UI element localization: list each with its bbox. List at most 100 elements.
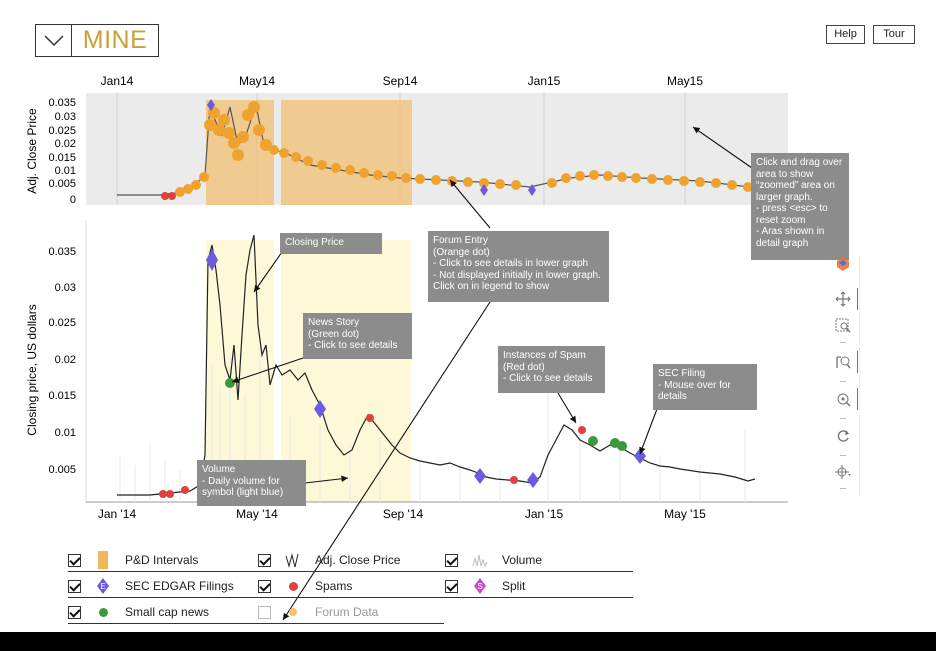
help-button[interactable]: Help [826, 25, 865, 44]
overview-spam-dot [168, 192, 176, 200]
sec-filings-checkbox[interactable] [68, 579, 81, 593]
main-xtick: Sep '14 [383, 507, 424, 521]
sec-filings-label: SEC EDGAR Filings [125, 579, 234, 593]
legend-item-sec-filings[interactable]: E SEC EDGAR Filings [68, 577, 234, 595]
overview-ytick: 0.035 [48, 97, 76, 109]
overview-sec-diamond [207, 99, 215, 111]
toolbar-separator [840, 418, 846, 419]
main-ytick: 0.035 [48, 246, 76, 258]
legend-item-pd-intervals[interactable]: P&D Intervals [68, 551, 198, 569]
main-spam-dot[interactable] [366, 414, 374, 422]
crosshair-icon[interactable] [834, 463, 852, 481]
legend: P&D Intervals Adj. Close Price Volume E … [68, 547, 638, 627]
main-x-ticks: Jan '14 May '14 Sep '14 Jan '15 May '15 [98, 507, 706, 521]
main-spam-dot[interactable] [181, 486, 189, 494]
adj-close-label: Adj. Close Price [315, 553, 401, 567]
main-sec-diamond[interactable] [206, 249, 218, 271]
volume-checkbox[interactable] [445, 553, 458, 567]
overview-ytick: 0.025 [48, 125, 76, 137]
overview-xtick-jan15: Jan15 [528, 74, 561, 88]
note-spam: Instances of Spam (Red dot) - Click to s… [498, 346, 605, 393]
main-ytick: 0.01 [55, 427, 76, 439]
legend-item-small-cap-news[interactable]: Small cap news [68, 603, 209, 621]
forum-dot-icon [285, 603, 301, 621]
pd-intervals-label: P&D Intervals [125, 553, 199, 567]
note-volume: Volume - Daily volume for symbol (light … [197, 460, 306, 506]
toolbar-separator [840, 342, 846, 343]
split-label: Split [502, 579, 526, 593]
wheel-zoom-icon[interactable] [834, 353, 852, 371]
main-news-dot[interactable] [588, 436, 598, 446]
legend-divider [68, 571, 633, 572]
overview-chart[interactable]: Jan14 May14 Sep14 Jan15 May15 0.035 0.03… [0, 65, 830, 215]
small-cap-news-checkbox[interactable] [68, 605, 81, 619]
overview-spam-dot [161, 192, 169, 200]
toolbar-separator [840, 455, 846, 456]
refresh-icon[interactable] [834, 427, 852, 445]
main-news-dot[interactable] [225, 378, 235, 388]
pd-intervals-checkbox[interactable] [68, 553, 81, 567]
overview-ytick: 0.015 [48, 152, 76, 164]
overview-y-axis-label: Adj. Close Price [25, 108, 39, 194]
legend-item-adj-close[interactable]: Adj. Close Price [258, 551, 400, 569]
chart-toolbar [826, 255, 860, 495]
main-y-axis-label: Closing price, US dollars [25, 304, 39, 435]
svg-text:S: S [477, 582, 482, 591]
main-xtick: Jan '14 [98, 507, 137, 521]
adj-close-checkbox[interactable] [258, 553, 271, 567]
note-closing-price: Closing Price [280, 233, 382, 254]
legend-divider [68, 597, 633, 598]
overview-ytick: 0 [70, 194, 76, 206]
forum-data-checkbox[interactable] [258, 605, 271, 619]
main-spam-dot[interactable] [166, 490, 174, 498]
spam-dot-icon [285, 577, 301, 595]
main-spam-dot[interactable] [510, 476, 518, 484]
small-cap-news-label: Small cap news [125, 605, 210, 619]
overview-pd-interval-2 [281, 100, 412, 205]
main-sec-diamond[interactable] [527, 472, 539, 488]
tour-button[interactable]: Tour [873, 25, 915, 44]
line-chart-icon [285, 551, 301, 569]
split-diamond-icon: S [472, 577, 488, 595]
legend-item-volume[interactable]: Volume [445, 551, 542, 569]
legend-divider [68, 623, 444, 624]
svg-text:E: E [100, 582, 105, 591]
overview-sec-diamond [528, 184, 536, 196]
toolbar-separator [840, 381, 846, 382]
main-xtick: May '14 [236, 507, 278, 521]
menu-toggle[interactable] [36, 25, 72, 56]
spams-checkbox[interactable] [258, 579, 271, 593]
overview-xtick-jan14: Jan14 [101, 74, 134, 88]
reset-zoom-icon[interactable] [834, 390, 852, 408]
overview-ytick: 0.03 [55, 111, 76, 123]
volume-label: Volume [502, 553, 543, 567]
legend-item-spams[interactable]: Spams [258, 577, 352, 595]
legend-item-forum-data[interactable]: Forum Data [258, 603, 378, 621]
main-ytick: 0.02 [55, 354, 76, 366]
pd-interval-swatch [95, 551, 111, 569]
main-news-dot[interactable] [617, 441, 627, 451]
mine-logo[interactable]: MINE [35, 24, 159, 57]
volume-icon [472, 551, 488, 569]
overview-xtick-may15: May15 [667, 74, 703, 88]
overview-x-ticks: Jan14 May14 Sep14 Jan15 May15 [101, 74, 704, 88]
main-ytick: 0.015 [48, 390, 76, 402]
note-drag-zoom: Click and drag over area to show “zoomed… [751, 153, 849, 260]
chevron-down-icon [44, 35, 64, 47]
main-ytick: 0.03 [55, 282, 76, 294]
overview-ytick: 0.01 [55, 165, 76, 177]
wheel-zoom-active-indicator [857, 351, 858, 373]
bokeh-logo-icon [837, 257, 849, 271]
pan-icon[interactable] [834, 290, 852, 308]
split-checkbox[interactable] [445, 579, 458, 593]
main-spam-dot[interactable] [578, 426, 586, 434]
main-spam-dot[interactable] [159, 490, 167, 498]
main-y-ticks: 0.035 0.03 0.025 0.02 0.015 0.01 0.005 [48, 246, 76, 476]
overview-plot-area[interactable] [86, 93, 788, 205]
reset-active-indicator [857, 388, 858, 410]
note-news-story: News Story (Green dot) - Click to see de… [303, 313, 412, 359]
box-zoom-icon[interactable] [834, 317, 852, 335]
main-xtick: May '15 [664, 507, 706, 521]
legend-item-split[interactable]: S Split [445, 577, 525, 595]
main-xtick: Jan '15 [525, 507, 564, 521]
